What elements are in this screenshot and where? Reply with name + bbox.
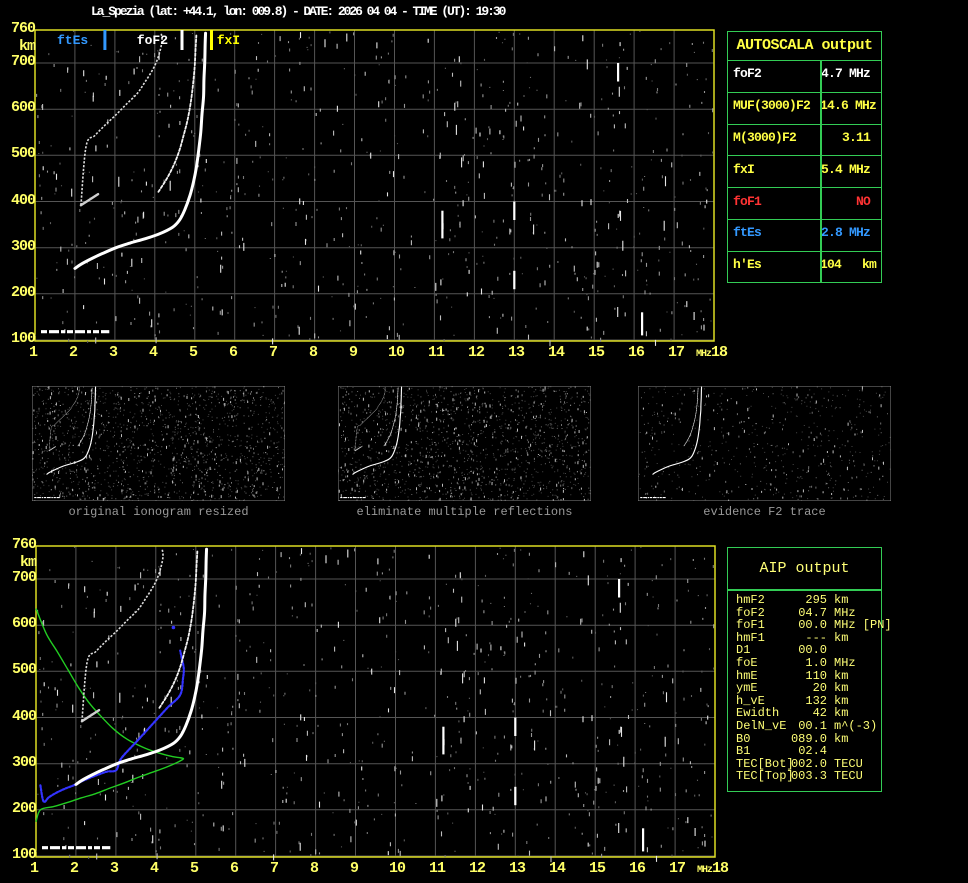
svg-text:ftEs: ftEs xyxy=(57,33,88,48)
svg-text:fxI: fxI xyxy=(217,33,240,48)
svg-text:foF2: foF2 xyxy=(137,33,168,48)
